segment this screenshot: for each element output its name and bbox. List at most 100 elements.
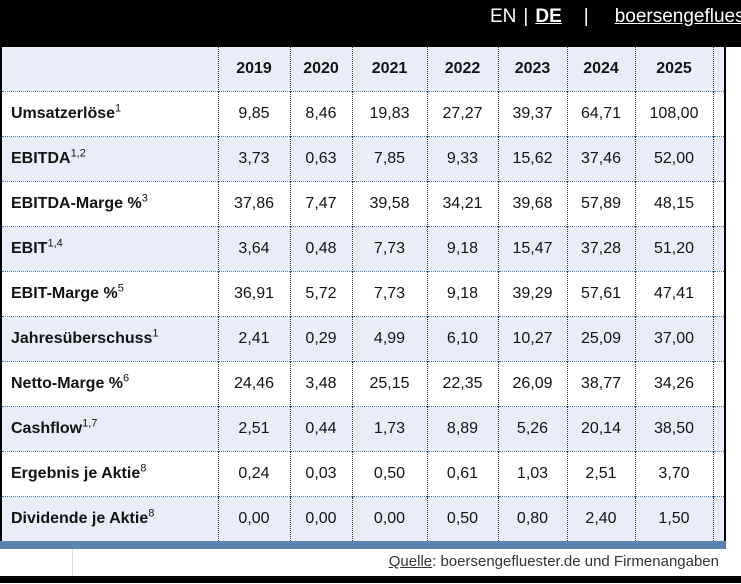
value-cell: 2,40 — [567, 496, 636, 541]
year-header: 2024 — [567, 47, 636, 92]
value-cell: 8,89 — [427, 406, 499, 452]
quelle-link[interactable]: Quelle — [388, 553, 433, 570]
row-label: Umsatzerlöse1 — [2, 91, 219, 137]
financials-table: 2019 2020 2021 2022 2023 2024 2025 Umsat… — [2, 47, 724, 541]
spacer-cell — [713, 137, 724, 182]
footnote-marker: 1,7 — [82, 417, 98, 430]
footnote-marker: 1,2 — [70, 147, 86, 160]
value-cell: 0,00 — [290, 496, 353, 541]
value-cell: 0,03 — [290, 451, 353, 497]
value-cell: 108,00 — [635, 91, 714, 137]
value-cell: 9,33 — [427, 136, 499, 182]
footnote-marker: 8 — [140, 462, 147, 475]
financials-table-frame: 2019 2020 2021 2022 2023 2024 2025 Umsat… — [0, 47, 726, 541]
value-cell: 2,51 — [218, 406, 291, 452]
table-row-cashflow: Cashflow1,7 2,51 0,44 1,73 8,89 5,26 20,… — [2, 406, 724, 452]
value-cell: 7,73 — [352, 271, 428, 317]
value-cell: 7,73 — [352, 226, 428, 272]
value-cell: 57,89 — [567, 181, 636, 227]
nav-separator: | — [583, 6, 589, 27]
value-cell: 48,15 — [635, 181, 714, 227]
table-row-umsatzerloese: Umsatzerlöse1 9,85 8,46 19,83 27,27 39,3… — [2, 91, 724, 137]
brand-link[interactable]: boersengeflues — [614, 6, 741, 27]
value-cell: 0,63 — [290, 136, 353, 182]
spacer-cell — [713, 227, 724, 272]
value-cell: 7,47 — [290, 181, 353, 227]
footer: Quelle: boersengefluester.de und Firmena… — [0, 549, 741, 576]
table-row-jahresueberschuss: Jahresüberschuss1 2,41 0,29 4,99 6,10 10… — [2, 316, 724, 362]
footnote-marker: 1 — [115, 102, 122, 115]
value-cell: 0,24 — [218, 451, 291, 497]
value-cell: 36,91 — [218, 271, 291, 317]
value-cell: 9,85 — [218, 91, 291, 137]
source-note: Quelle: boersengefluester.de und Firmena… — [389, 553, 719, 570]
year-header: 2022 — [427, 47, 499, 92]
value-cell: 34,26 — [635, 361, 714, 407]
table-row-netto-marge: Netto-Marge %6 24,46 3,48 25,15 22,35 26… — [2, 361, 724, 407]
source-note-text: : boersengefluester.de und Firmenangaben — [432, 553, 719, 570]
value-cell: 64,71 — [567, 91, 636, 137]
value-cell: 25,15 — [352, 361, 428, 407]
value-cell: 25,09 — [567, 316, 636, 362]
spacer-cell — [713, 407, 724, 452]
year-header-row: 2019 2020 2021 2022 2023 2024 2025 — [2, 47, 724, 92]
lang-en-link[interactable]: EN — [490, 6, 517, 27]
value-cell: 39,68 — [498, 181, 568, 227]
value-cell: 47,41 — [635, 271, 714, 317]
value-cell: 0,50 — [427, 496, 499, 541]
value-cell: 5,26 — [498, 406, 568, 452]
value-cell: 39,37 — [498, 91, 568, 137]
value-cell: 2,51 — [567, 451, 636, 497]
spacer-cell — [713, 317, 724, 362]
lang-de-link[interactable]: DE — [535, 6, 562, 27]
value-cell: 0,48 — [290, 226, 353, 272]
value-cell: 38,50 — [635, 406, 714, 452]
row-label: EBITDA1,2 — [2, 136, 219, 182]
row-label: Ergebnis je Aktie8 — [2, 451, 219, 497]
value-cell: 22,35 — [427, 361, 499, 407]
footnote-marker: 8 — [148, 507, 155, 520]
bottom-black-bar — [0, 576, 741, 583]
value-cell: 39,58 — [352, 181, 428, 227]
value-cell: 3,73 — [218, 136, 291, 182]
value-cell: 24,46 — [218, 361, 291, 407]
value-cell: 51,20 — [635, 226, 714, 272]
value-cell: 37,00 — [635, 316, 714, 362]
value-cell: 8,46 — [290, 91, 353, 137]
value-cell: 9,18 — [427, 271, 499, 317]
table-row-ebit-marge: EBIT-Marge %5 36,91 5,72 7,73 9,18 39,29… — [2, 271, 724, 317]
row-label: Jahresüberschuss1 — [2, 316, 219, 362]
value-cell: 3,48 — [290, 361, 353, 407]
lang-separator: | — [523, 6, 529, 27]
table-row-ebitda: EBITDA1,2 3,73 0,63 7,85 9,33 15,62 37,4… — [2, 136, 724, 182]
row-label: Dividende je Aktie8 — [2, 496, 219, 541]
row-label: EBIT1,4 — [2, 226, 219, 272]
value-cell: 0,00 — [352, 496, 428, 541]
value-cell: 27,27 — [427, 91, 499, 137]
footnote-marker: 5 — [117, 282, 124, 295]
value-cell: 20,14 — [567, 406, 636, 452]
value-cell: 26,09 — [498, 361, 568, 407]
row-label: EBITDA-Marge %3 — [2, 181, 219, 227]
header-empty-cell — [2, 47, 219, 92]
year-header: 2021 — [352, 47, 428, 92]
value-cell: 15,47 — [498, 226, 568, 272]
value-cell: 0,61 — [427, 451, 499, 497]
value-cell: 10,27 — [498, 316, 568, 362]
row-label: Cashflow1,7 — [2, 406, 219, 452]
row-label: EBIT-Marge %5 — [2, 271, 219, 317]
table-row-ergebnis-je-aktie: Ergebnis je Aktie8 0,24 0,03 0,50 0,61 1… — [2, 451, 724, 497]
value-cell: 37,86 — [218, 181, 291, 227]
language-switcher: EN | DE | boersengeflues — [490, 6, 741, 28]
value-cell: 19,83 — [352, 91, 428, 137]
value-cell: 1,03 — [498, 451, 568, 497]
value-cell: 0,80 — [498, 496, 568, 541]
value-cell: 1,50 — [635, 496, 714, 541]
table-row-ebit: EBIT1,4 3,64 0,48 7,73 9,18 15,47 37,28 … — [2, 226, 724, 272]
value-cell: 2,41 — [218, 316, 291, 362]
table-row-ebitda-marge: EBITDA-Marge %3 37,86 7,47 39,58 34,21 3… — [2, 181, 724, 227]
value-cell: 3,64 — [218, 226, 291, 272]
top-black-bar: EN | DE | boersengeflues — [0, 0, 741, 47]
year-header: 2020 — [290, 47, 353, 92]
footer-divider-line — [72, 549, 73, 576]
